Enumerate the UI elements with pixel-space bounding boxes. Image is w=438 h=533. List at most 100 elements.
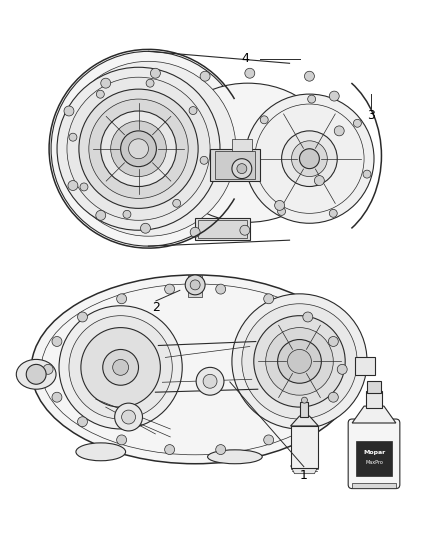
Circle shape (123, 211, 131, 219)
Circle shape (117, 435, 127, 445)
Circle shape (190, 280, 200, 290)
Circle shape (69, 316, 172, 419)
Circle shape (141, 223, 150, 233)
Bar (300, 402, 308, 417)
Circle shape (266, 328, 333, 395)
Circle shape (245, 94, 374, 223)
Circle shape (303, 312, 313, 322)
Circle shape (216, 445, 226, 455)
Circle shape (165, 284, 175, 294)
Circle shape (264, 294, 274, 304)
Circle shape (278, 340, 321, 383)
Bar (356, 441, 392, 475)
Circle shape (282, 131, 337, 187)
Circle shape (328, 392, 338, 402)
Circle shape (189, 107, 197, 115)
Bar (232, 139, 252, 151)
Circle shape (200, 156, 208, 164)
Circle shape (69, 133, 77, 141)
Circle shape (115, 403, 142, 431)
Circle shape (260, 116, 268, 124)
FancyBboxPatch shape (348, 419, 400, 489)
Circle shape (129, 139, 148, 159)
Polygon shape (290, 466, 318, 474)
Text: Mopar: Mopar (363, 450, 385, 455)
Polygon shape (290, 416, 318, 426)
Text: 4: 4 (241, 52, 249, 66)
Circle shape (254, 316, 345, 407)
Circle shape (288, 350, 311, 373)
Circle shape (247, 166, 255, 174)
Circle shape (89, 99, 188, 198)
Circle shape (196, 367, 224, 395)
Circle shape (146, 79, 154, 87)
Bar (188, 275, 202, 297)
Circle shape (51, 51, 246, 246)
Ellipse shape (31, 275, 359, 464)
Circle shape (52, 392, 62, 402)
Ellipse shape (208, 450, 262, 464)
Circle shape (78, 417, 88, 427)
Circle shape (111, 121, 166, 176)
Circle shape (300, 149, 319, 168)
Circle shape (79, 89, 198, 208)
Circle shape (122, 410, 135, 424)
Circle shape (61, 61, 236, 236)
Circle shape (363, 170, 371, 178)
Circle shape (101, 111, 176, 187)
Circle shape (78, 312, 88, 322)
Circle shape (240, 225, 250, 235)
Circle shape (303, 417, 313, 427)
Circle shape (150, 68, 160, 78)
Circle shape (96, 90, 104, 98)
Bar (210, 149, 260, 181)
Text: 2: 2 (152, 301, 160, 314)
Circle shape (96, 211, 106, 220)
Circle shape (353, 119, 361, 127)
Circle shape (81, 328, 160, 407)
Bar (352, 482, 396, 488)
Circle shape (203, 374, 217, 388)
Ellipse shape (16, 359, 56, 389)
Circle shape (26, 365, 46, 384)
Circle shape (120, 131, 156, 167)
Circle shape (57, 67, 220, 230)
Ellipse shape (163, 83, 332, 222)
Bar (366, 391, 382, 408)
Circle shape (232, 159, 252, 179)
Circle shape (292, 141, 327, 176)
Circle shape (232, 294, 367, 429)
Circle shape (80, 183, 88, 191)
Circle shape (245, 68, 255, 78)
Circle shape (113, 359, 129, 375)
Circle shape (216, 284, 226, 294)
Circle shape (237, 164, 247, 174)
Bar (367, 381, 381, 393)
Circle shape (329, 209, 337, 217)
Bar (215, 151, 255, 179)
Circle shape (314, 175, 324, 185)
Text: MaxPro: MaxPro (365, 461, 383, 465)
Circle shape (190, 227, 200, 237)
Bar (198, 220, 247, 238)
Bar (290, 426, 318, 468)
Circle shape (301, 397, 307, 403)
Circle shape (117, 294, 127, 304)
Polygon shape (352, 406, 396, 423)
Circle shape (307, 95, 316, 103)
Circle shape (67, 77, 210, 220)
Bar (355, 358, 375, 375)
Ellipse shape (76, 443, 126, 461)
Circle shape (101, 78, 111, 88)
Circle shape (64, 106, 74, 116)
Bar (195, 219, 250, 240)
Circle shape (278, 207, 286, 215)
Circle shape (43, 365, 53, 374)
Circle shape (304, 71, 314, 81)
Circle shape (103, 350, 138, 385)
Circle shape (165, 445, 175, 455)
Circle shape (275, 200, 285, 211)
Circle shape (334, 126, 344, 136)
Circle shape (52, 336, 62, 346)
Circle shape (328, 336, 338, 346)
